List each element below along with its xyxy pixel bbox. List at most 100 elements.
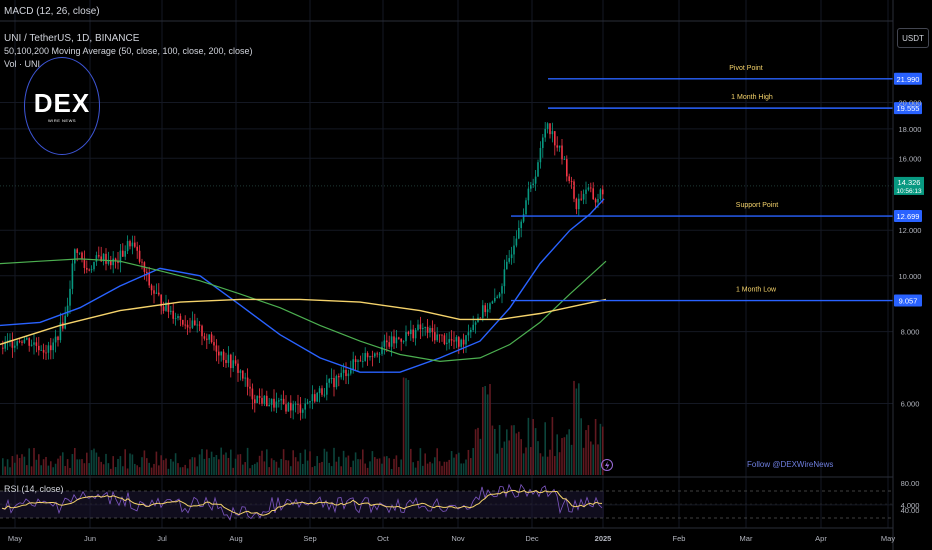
- volume-bar: [424, 453, 426, 475]
- volume-bar: [542, 456, 544, 475]
- currency-button[interactable]: USDT: [897, 28, 929, 48]
- candle-body: [503, 269, 506, 287]
- candle-body: [537, 162, 539, 177]
- volume-bar: [395, 455, 398, 475]
- candle-body: [88, 269, 90, 271]
- volume-bar: [486, 394, 489, 475]
- symbol-legend[interactable]: UNI / TetherUS, 1D, BINANCE: [4, 33, 140, 44]
- volume-bar: [539, 453, 542, 475]
- volume-bar: [573, 380, 575, 475]
- volume-bar: [124, 449, 126, 475]
- volume-bar: [345, 457, 347, 475]
- candle-body: [45, 352, 47, 354]
- volume-bar: [546, 456, 549, 475]
- watermark-text: Follow @DEXWireNews: [747, 460, 834, 469]
- volume-bar: [215, 455, 218, 475]
- candle-body: [74, 249, 76, 264]
- candle-body: [261, 397, 263, 404]
- candle-body: [482, 305, 484, 318]
- volume-bar: [114, 467, 117, 475]
- candle-body: [232, 360, 234, 369]
- candle-body: [506, 261, 508, 270]
- candle-body: [208, 334, 210, 340]
- candle-body: [98, 255, 100, 257]
- candle-body: [206, 338, 208, 340]
- candle-body: [515, 238, 518, 246]
- macd-legend[interactable]: MACD (12, 26, close): [4, 6, 100, 17]
- candle-body: [491, 301, 494, 304]
- candle-body: [244, 377, 246, 379]
- volume-legend[interactable]: Vol · UNI: [4, 59, 41, 69]
- volume-bar: [386, 456, 388, 475]
- candle-body: [381, 346, 383, 354]
- volume-bar: [410, 448, 412, 475]
- candle-body: [470, 330, 472, 333]
- volume-bar: [33, 447, 35, 475]
- candle-body: [81, 252, 83, 260]
- rsi-tick-label: 40.00: [901, 506, 920, 515]
- volume-bar: [62, 452, 64, 475]
- candle-body: [522, 214, 525, 222]
- price-tick-label: 16.000: [899, 154, 922, 163]
- candle-body: [563, 159, 566, 160]
- price-tick-label: 10.000: [899, 272, 922, 281]
- candle-body: [16, 341, 18, 346]
- volume-bar: [515, 433, 518, 475]
- volume-bar: [287, 460, 290, 475]
- volume-bar: [374, 457, 376, 475]
- candle-body: [309, 401, 311, 403]
- candle-body: [158, 292, 160, 295]
- candle-body: [179, 316, 182, 320]
- candle-body: [170, 310, 172, 312]
- candle-body: [11, 340, 14, 348]
- candle-body: [566, 159, 568, 177]
- candle-body: [304, 403, 306, 410]
- volume-bar: [467, 449, 470, 475]
- volume-bar: [76, 459, 78, 475]
- candle-body: [237, 363, 239, 373]
- candle-body: [460, 339, 462, 347]
- candle-body: [107, 260, 110, 264]
- volume-bar: [227, 457, 230, 475]
- candle-body: [110, 260, 112, 266]
- candle-body: [129, 241, 131, 247]
- volume-bar: [160, 455, 162, 475]
- candle-body: [539, 147, 542, 163]
- volume-bar: [246, 447, 249, 475]
- ma-legend[interactable]: 50,100,200 Moving Average (50, close, 10…: [4, 46, 253, 56]
- candle-body: [14, 345, 16, 348]
- candle-body: [78, 252, 81, 254]
- candle-body: [369, 355, 371, 358]
- volume-bar: [578, 383, 580, 475]
- volume-bar: [434, 457, 436, 475]
- volume-bar: [59, 455, 62, 475]
- rsi-legend[interactable]: RSI (14, close): [4, 484, 64, 494]
- volume-bar: [566, 434, 568, 475]
- candle-body: [160, 294, 162, 307]
- volume-bar: [254, 463, 256, 475]
- candle-body: [340, 372, 342, 378]
- volume-bar: [11, 456, 14, 475]
- candle-body: [100, 256, 102, 262]
- volume-bar: [9, 467, 11, 475]
- volume-bar: [35, 459, 38, 475]
- candle-body: [534, 176, 537, 184]
- candle-body: [573, 181, 575, 199]
- candle-body: [467, 332, 470, 336]
- volume-bar: [446, 461, 448, 475]
- volume-bar: [398, 467, 400, 475]
- candle-body: [371, 355, 374, 357]
- volume-bar: [342, 450, 345, 475]
- volume-bar: [489, 384, 491, 475]
- candle-body: [30, 344, 33, 346]
- volume-bar: [441, 465, 443, 475]
- candle-body: [386, 340, 388, 343]
- candle-body: [21, 341, 23, 343]
- volume-bar: [299, 452, 302, 475]
- volume-bar: [544, 422, 546, 475]
- candle-body: [578, 198, 580, 210]
- level-label: 1 Month High: [731, 94, 773, 101]
- volume-bar: [321, 461, 323, 475]
